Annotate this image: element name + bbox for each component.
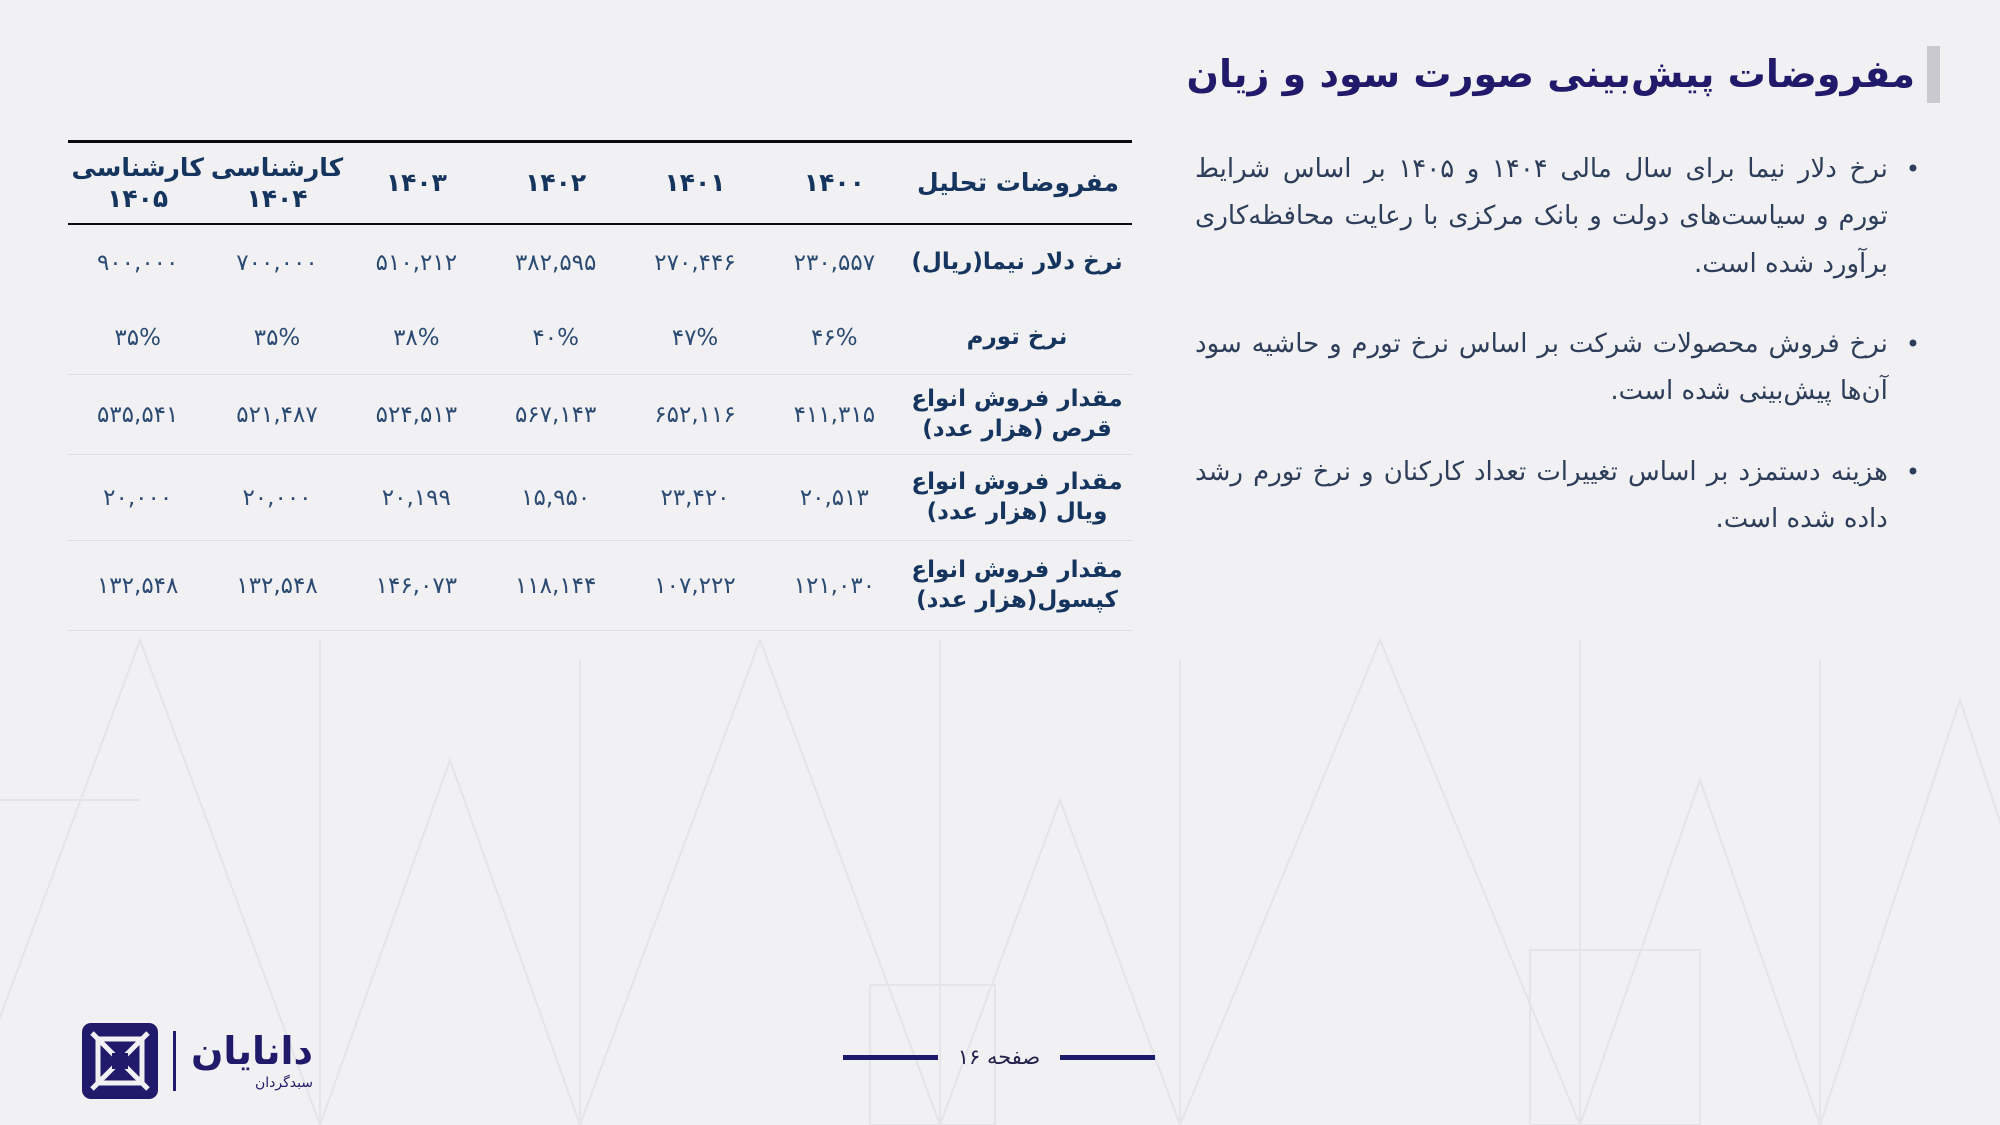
table-cell: ۲۰,۵۱۳ [799,484,869,511]
table-cell: ۳۸۲,۵۹۵ [514,250,597,276]
table-cell: ۴۷% [671,324,719,351]
table-cell: ۶۵۲,۱۱۶ [654,401,736,428]
table-cell: ۱۴۶,۰۷۳ [375,572,458,599]
bullet-list: • نرخ دلار نیما برای سال مالی ۱۴۰۴ و ۱۴۰۵… [1195,146,1920,576]
table-row: نرخ دلار نیما(ریال) ۲۳۰,۵۵۷ ۲۷۰,۴۴۶ ۳۸۲,۵۹۵… [68,225,1132,301]
bullet-text: نرخ دلار نیما برای سال مالی ۱۴۰۴ و ۱۴۰۵ … [1195,154,1888,279]
bullet-text: نرخ فروش محصولات شرکت بر اساس نرخ تورم و… [1195,328,1888,407]
logo-divider [173,1031,176,1091]
table-cell: ۱۰۷,۲۲۲ [654,572,736,599]
row-label: مقدار فروش انواع ویال (هزار عدد) [911,468,1123,525]
table-body: نرخ دلار نیما(ریال) ۲۳۰,۵۵۷ ۲۷۰,۴۴۶ ۳۸۲,۵۹۵… [68,225,1132,631]
table-cell: ۲۳۰,۵۵۷ [793,250,876,276]
bullet-text: هزینه دستمزد بر اساس تغییرات تعداد کارکن… [1195,456,1888,534]
page-indicator: صفحه ۱۶ [843,1045,1156,1069]
bullet-dot-icon: • [1905,457,1920,486]
table-cell: ۱۳۲,۵۴۸ [96,572,179,599]
table-cell: ۲۳,۴۲۰ [660,484,730,511]
table-cell: ۹۰۰,۰۰۰ [96,250,179,276]
row-label: مقدار فروش انواع قرص (هزار عدد) [911,385,1123,442]
column-header-year: ۱۴۰۲ [525,168,587,198]
page-title: مفروضات پیش‌بینی صورت سود و زیان [1186,52,1916,96]
bullet-item: • نرخ فروش محصولات شرکت بر اساس نرخ تورم … [1195,321,1920,416]
table-row: نرخ تورم ۴۶% ۴۷% ۴۰% ۳۸% ۳۵% ۳۵% [68,301,1132,375]
table-cell: ۴۰% [532,324,579,351]
table-cell: ۷۰۰,۰۰۰ [236,250,318,276]
logo-text: دانایان سبدگردان [191,1029,314,1091]
table-cell: ۵۱۰,۲۱۲ [375,250,458,276]
logo-title: دانایان [191,1029,314,1074]
table-cell: ۱۵,۹۵۰ [521,484,591,511]
table-row: مقدار فروش انواع کپسول(هزار عدد) ۱۲۱,۰۳۰ ۱… [68,541,1132,631]
logo-subtitle: سبدگردان [254,1074,314,1091]
table-cell: ۱۲۱,۰۳۰ [793,572,876,599]
table-cell: ۱۳۲,۵۴۸ [236,572,318,599]
table-cell: ۵۶۷,۱۴۳ [514,401,597,428]
danayan-logo-icon [82,1023,158,1099]
logo: دانایان سبدگردان [82,1023,313,1099]
row-label: مقدار فروش انواع کپسول(هزار عدد) [911,556,1123,613]
table-cell: ۳۸% [393,324,440,351]
bullet-item: • هزینه دستمزد بر اساس تغییرات تعداد کارک… [1195,449,1920,544]
table-cell: ۴۱۱,۳۱۵ [793,401,876,428]
column-header-year: ۱۴۰۳ [385,168,447,198]
title-accent-bar [1927,46,1940,103]
bullet-dot-icon: • [1905,155,1920,183]
row-label: نرخ دلار نیما(ریال) [911,249,1123,276]
table-header-row: مفروضات تحلیل ۱۴۰۰ ۱۴۰۱ ۱۴۰۲ ۱۴۰۳ کارشناسی ۱۴… [68,140,1132,225]
table-cell: ۲۷۰,۴۴۶ [654,250,736,276]
table-cell: ۲۰,۱۹۹ [381,484,451,511]
row-label: نرخ تورم [966,323,1068,350]
column-header-year: ۱۴۰۱ [664,168,726,198]
assumptions-table: مفروضات تحلیل ۱۴۰۰ ۱۴۰۱ ۱۴۰۲ ۱۴۰۳ کارشناسی ۱۴… [68,140,1132,631]
column-header-year: ۱۴۰۰ [803,168,865,198]
table-cell: ۵۲۴,۵۱۳ [375,401,458,428]
table-cell: ۳۵% [114,324,161,351]
table-cell: ۲۰,۰۰۰ [242,484,312,511]
table-cell: ۵۲۱,۴۸۷ [236,401,318,428]
table-cell: ۳۵% [253,324,301,351]
table-row: مقدار فروش انواع قرص (هزار عدد) ۴۱۱,۳۱۵ ۶۵… [68,375,1132,455]
column-header-label: مفروضات تحلیل [916,168,1120,198]
page-rule-right [1060,1054,1156,1060]
table-cell: ۱۱۸,۱۴۴ [514,572,597,599]
bullet-item: • نرخ دلار نیما برای سال مالی ۱۴۰۴ و ۱۴۰۵… [1195,146,1920,288]
column-header-year: کارشناسی ۱۴۰۴ [210,152,344,213]
page-rule-left [843,1054,938,1060]
table-cell: ۴۶% [811,324,858,351]
table-row: مقدار فروش انواع ویال (هزار عدد) ۲۰,۵۱۳ ۲۳… [68,455,1132,541]
table-cell: ۵۳۵,۵۴۱ [96,401,179,428]
bullet-dot-icon: • [1905,329,1920,358]
title-block: مفروضات پیش‌بینی صورت سود و زیان [1187,46,1940,103]
page-number: صفحه ۱۶ [957,1045,1041,1069]
column-header-year: کارشناسی ۱۴۰۵ [71,152,204,213]
table-cell: ۲۰,۰۰۰ [103,484,173,511]
